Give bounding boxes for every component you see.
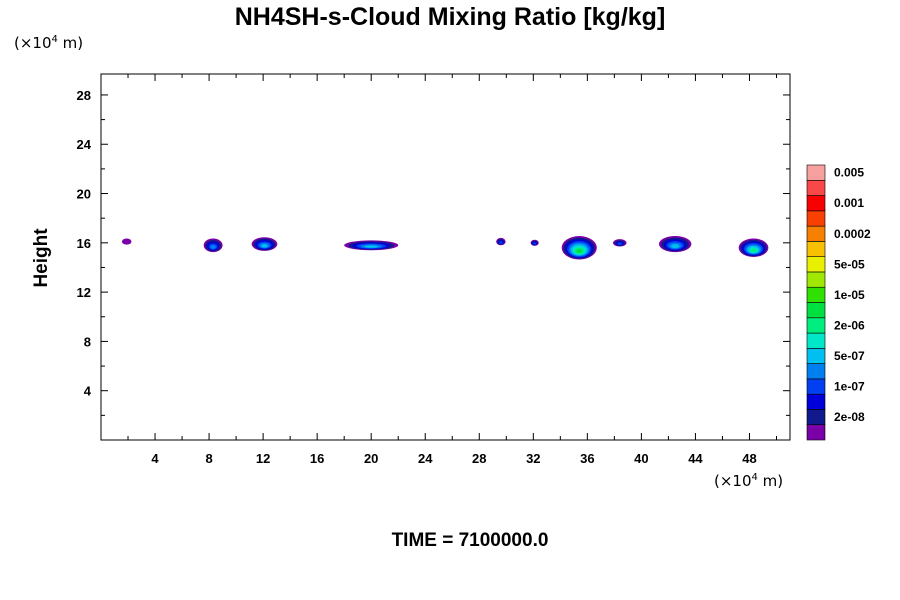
colorbar-swatch xyxy=(806,179,826,196)
colorbar-swatch xyxy=(806,241,826,257)
y-tick-label: 24 xyxy=(77,137,92,152)
colorbar-label: 5e-05 xyxy=(834,257,865,271)
colorbar-swatch xyxy=(806,409,826,426)
x-tick-label: 44 xyxy=(688,451,703,466)
colorbar-swatch xyxy=(806,302,826,319)
cloud-contour xyxy=(210,245,216,249)
cloud-blob xyxy=(203,238,223,253)
y-tick-label: 8 xyxy=(84,334,91,349)
colorbar-label: 0.005 xyxy=(834,166,864,180)
x-tick-label: 40 xyxy=(634,451,648,466)
cloud-contour xyxy=(750,248,757,253)
colorbar-label: 5e-07 xyxy=(834,349,865,363)
colorbar-label: 2e-06 xyxy=(834,318,865,332)
cloud-contour xyxy=(121,238,132,245)
cloud-contour xyxy=(499,241,503,244)
colorbar-swatch xyxy=(806,348,826,364)
colorbar-swatch xyxy=(806,317,826,334)
x-tick-label: 36 xyxy=(580,451,594,466)
cloud-contour xyxy=(617,242,623,245)
x-tick-label: 20 xyxy=(364,451,378,466)
colorbar-swatch xyxy=(806,424,826,441)
time-footer: TIME = 7100000.0 xyxy=(391,530,549,551)
colorbar-label: 1e-07 xyxy=(834,380,865,394)
cloud-contour xyxy=(533,242,537,245)
cloud-contour xyxy=(261,244,268,248)
colorbar-label: 0.0002 xyxy=(834,227,871,241)
colorbar-swatch xyxy=(806,164,826,181)
cloud-contour xyxy=(671,244,680,249)
colorbar-swatch xyxy=(806,378,826,395)
x-tick-label: 8 xyxy=(205,451,212,466)
x-tick-label: 24 xyxy=(418,451,433,466)
colorbar: 2e-08 1e-07 5e-07 2e-06 1e-05 5e-05 0.0002 0.00… xyxy=(806,164,871,441)
y-tick-label: 28 xyxy=(77,88,91,103)
cloud-blob xyxy=(251,237,278,251)
x-tick-label: 28 xyxy=(472,451,486,466)
y-axis-unit: (×104 m) xyxy=(14,34,84,52)
y-tick-label: 12 xyxy=(77,285,91,300)
colorbar-swatch xyxy=(806,256,826,273)
x-tick-label: 16 xyxy=(310,451,324,466)
x-tick-label: 32 xyxy=(526,451,540,466)
cloud-blob xyxy=(658,236,692,253)
colorbar-swatch xyxy=(806,332,826,349)
chart-title: NH4SH-s-Cloud Mixing Ratio [kg/kg] xyxy=(234,3,666,31)
colorbar-swatch xyxy=(806,195,826,212)
colorbar-label: 1e-05 xyxy=(834,288,865,302)
cloud-blob xyxy=(738,238,769,257)
colorbar-label: 2e-08 xyxy=(834,410,865,424)
y-tick-label: 4 xyxy=(84,384,92,399)
plot-frame xyxy=(100,73,791,441)
cloud-blob xyxy=(530,239,539,246)
colorbar-swatch xyxy=(806,210,826,227)
colorbar-swatch xyxy=(806,271,826,288)
x-tick-label: 4 xyxy=(151,451,159,466)
cloud-blob xyxy=(496,237,506,246)
colorbar-swatch xyxy=(806,363,826,380)
colorbar-swatch xyxy=(806,393,826,410)
cloud-contour xyxy=(364,245,378,248)
x-axis-unit: (×104 m) xyxy=(714,472,784,490)
cloud-layer xyxy=(121,236,769,260)
cloud-blob xyxy=(344,240,399,251)
cloud-blob xyxy=(613,239,627,247)
y-tick-label: 16 xyxy=(77,236,91,251)
x-tick-label: 12 xyxy=(256,451,270,466)
cloud-blob xyxy=(121,238,132,245)
cloud-blob xyxy=(561,236,597,260)
colorbar-swatch xyxy=(806,225,826,242)
colorbar-swatch xyxy=(806,286,826,303)
y-tick-label: 20 xyxy=(77,187,91,202)
x-tick-label: 48 xyxy=(742,451,756,466)
colorbar-label: 0.001 xyxy=(834,196,864,210)
cloud-contour xyxy=(576,249,583,254)
